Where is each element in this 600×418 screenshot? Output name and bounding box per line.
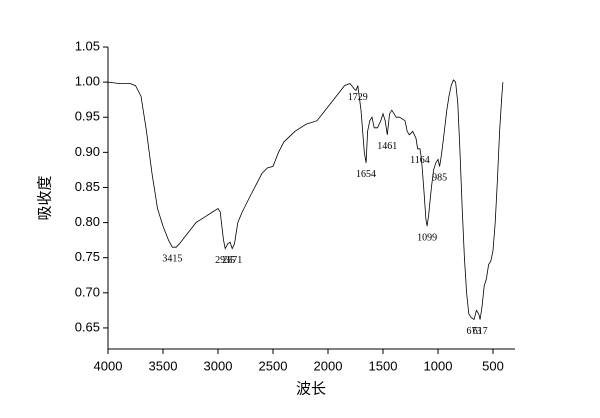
peak-label: 1461 [377,141,397,152]
peak-label: 2935 [215,255,235,266]
x-tick-label: 3500 [149,358,178,373]
y-tick-label: 0.85 [75,179,100,194]
x-tick-label: 2500 [259,358,288,373]
x-tick-label: 1000 [424,358,453,373]
peak-label: 617 [473,326,488,337]
y-tick-label: 0.65 [75,319,100,334]
y-tick-label: 1.05 [75,38,100,53]
peak-label: 1729 [348,92,368,103]
x-tick-label: 3000 [204,358,233,373]
x-tick-label: 1500 [369,358,398,373]
x-tick-label: 4000 [94,358,123,373]
x-axis-label: 波长 [296,380,326,398]
y-axis-label: 吸收度 [36,175,54,220]
peak-label: 673 [466,326,481,337]
y-tick-label: 0.90 [75,144,100,159]
peak-label: 985 [432,173,447,184]
y-tick-label: 1.00 [75,74,100,89]
x-tick-label: 2000 [314,358,343,373]
peak-label: 3415 [162,253,182,264]
y-tick-label: 0.75 [75,249,100,264]
spectrum-line [107,79,504,321]
peak-label: 2871 [222,255,242,266]
y-tick-label: 0.80 [75,214,100,229]
y-tick-label: 0.70 [75,284,100,299]
peak-label: 1654 [356,169,376,180]
peak-label: 1099 [417,232,437,243]
peak-label: 1164 [410,155,430,166]
y-tick-label: 0.95 [75,109,100,124]
x-tick-label: 500 [482,358,504,373]
